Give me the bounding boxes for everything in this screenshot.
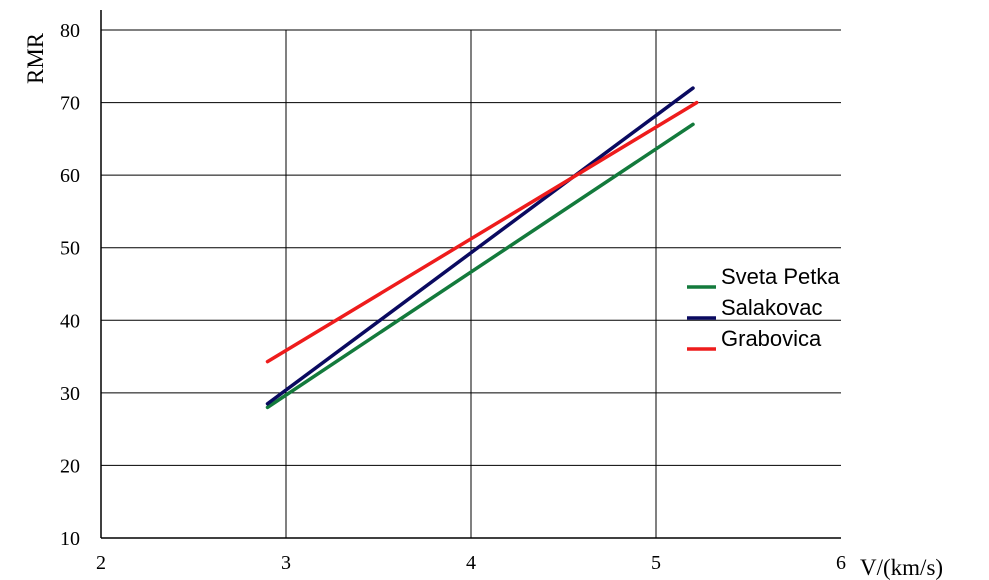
- y-axis-label: RMR: [23, 32, 48, 84]
- series-lines: [265, 86, 699, 410]
- legend-label: Sveta Petka: [721, 264, 840, 289]
- legend-label: Salakovac: [721, 295, 823, 320]
- x-tick-label: 3: [281, 552, 291, 574]
- series-line-salakovac: [265, 86, 695, 406]
- y-tick-label: 50: [60, 238, 80, 260]
- x-tick-label: 6: [836, 552, 846, 574]
- legend: Sveta Petka Salakovac Grabovica: [687, 264, 840, 351]
- series-line-grabovica: [265, 100, 699, 364]
- y-tick-label: 10: [60, 528, 80, 550]
- x-tick-label: 4: [466, 552, 476, 574]
- y-tick-label: 30: [60, 383, 80, 405]
- x-tick-label: 2: [96, 552, 106, 574]
- x-axis-label: V/(km/s): [860, 555, 943, 580]
- y-tick-label: 70: [60, 93, 80, 115]
- x-tick-labels: 2 3 4 5 6: [96, 552, 846, 574]
- axes: [100, 10, 841, 539]
- legend-label: Grabovica: [721, 326, 822, 351]
- y-tick-labels: 10 20 30 40 50 60 70 80: [60, 20, 80, 550]
- y-tick-label: 20: [60, 455, 80, 477]
- y-tick-label: 40: [60, 310, 80, 332]
- series-line-sveta-petka: [265, 122, 695, 410]
- y-tick-label: 80: [60, 20, 80, 42]
- grid-lines: [101, 29, 841, 538]
- x-tick-label: 5: [651, 552, 661, 574]
- y-tick-label: 60: [60, 165, 80, 187]
